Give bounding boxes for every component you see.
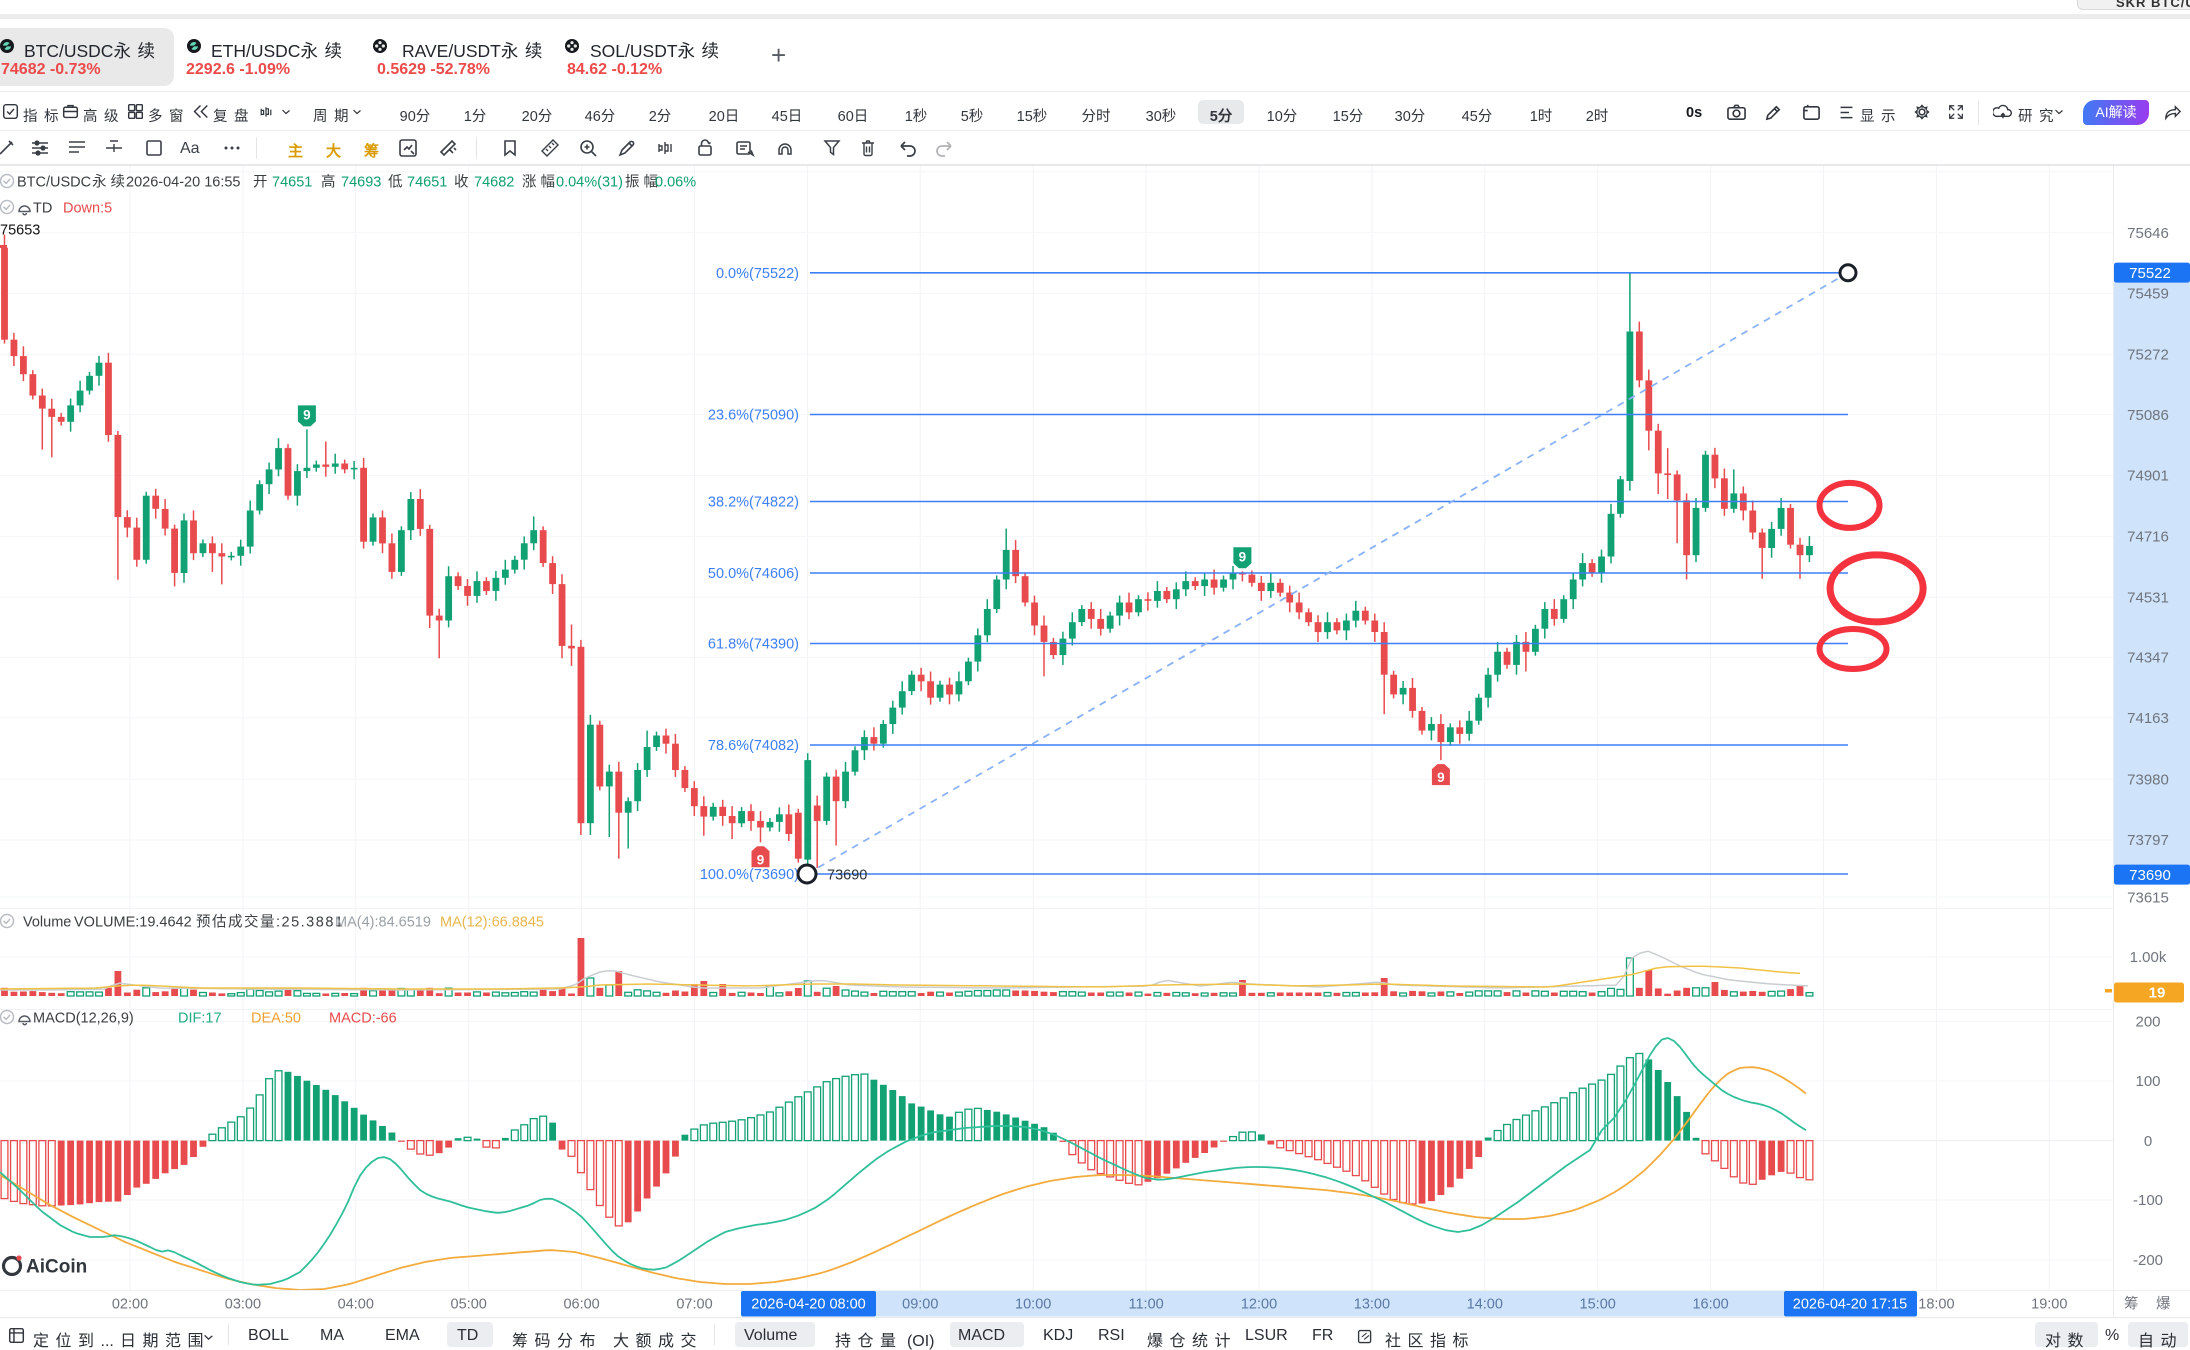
svg-text:12:00: 12:00: [1241, 1297, 1277, 1313]
svg-text:74901: 74901: [2127, 468, 2169, 485]
svg-text:15:00: 15:00: [1580, 1297, 1616, 1313]
svg-text:2026-04-20 17:15: 2026-04-20 17:15: [1793, 1297, 1908, 1313]
svg-text:爆: 爆: [2156, 1296, 2171, 1313]
svg-text:73797: 73797: [2127, 832, 2169, 849]
svg-text:73690: 73690: [827, 868, 867, 884]
svg-text:75272: 75272: [2127, 347, 2169, 364]
svg-text:75646: 75646: [2127, 225, 2169, 242]
svg-text:73980: 73980: [2127, 771, 2169, 788]
svg-text:18:00: 18:00: [1918, 1297, 1954, 1313]
svg-text:-200: -200: [2133, 1252, 2163, 1269]
svg-text:19: 19: [2149, 985, 2166, 1002]
svg-text:23.6%(75090): 23.6%(75090): [708, 408, 799, 424]
svg-text:73690: 73690: [2129, 867, 2171, 884]
svg-text:1.00k: 1.00k: [2130, 949, 2167, 966]
svg-text:07:00: 07:00: [676, 1297, 712, 1313]
svg-text:50.0%(74606): 50.0%(74606): [708, 566, 799, 582]
svg-text:100.0%(73690): 100.0%(73690): [700, 867, 799, 883]
svg-text:02:00: 02:00: [112, 1297, 148, 1313]
svg-text:75459: 75459: [2127, 286, 2169, 303]
svg-text:75653: 75653: [0, 223, 40, 239]
svg-text:2026-04-20 08:00: 2026-04-20 08:00: [751, 1297, 866, 1313]
svg-text:74347: 74347: [2127, 650, 2169, 667]
svg-text:14:00: 14:00: [1467, 1297, 1503, 1313]
svg-text:03:00: 03:00: [225, 1297, 261, 1313]
svg-text:73615: 73615: [2127, 889, 2169, 906]
svg-text:09:00: 09:00: [902, 1297, 938, 1313]
svg-text:61.8%(74390): 61.8%(74390): [708, 637, 799, 653]
svg-text:74716: 74716: [2127, 529, 2169, 546]
svg-text:19:00: 19:00: [2031, 1297, 2067, 1313]
svg-text:75522: 75522: [2129, 265, 2171, 282]
svg-text:9: 9: [303, 407, 311, 422]
svg-text:06:00: 06:00: [563, 1297, 599, 1313]
svg-text:筹: 筹: [2124, 1296, 2139, 1313]
svg-text:9: 9: [1239, 549, 1247, 564]
svg-text:-100: -100: [2133, 1192, 2163, 1209]
svg-text:74163: 74163: [2127, 710, 2169, 727]
svg-text:78.6%(74082): 78.6%(74082): [708, 738, 799, 754]
svg-text:74531: 74531: [2127, 589, 2169, 606]
svg-text:9: 9: [757, 852, 765, 867]
svg-text:100: 100: [2135, 1073, 2160, 1090]
svg-text:11:00: 11:00: [1128, 1297, 1163, 1313]
svg-text:0.0%(75522): 0.0%(75522): [716, 266, 799, 282]
svg-text:200: 200: [2135, 1014, 2160, 1031]
svg-text:9: 9: [1437, 770, 1445, 785]
svg-text:13:00: 13:00: [1354, 1297, 1390, 1313]
svg-text:AiCoin: AiCoin: [26, 1257, 87, 1278]
svg-text:75086: 75086: [2127, 407, 2169, 424]
svg-text:16:00: 16:00: [1692, 1297, 1728, 1313]
svg-text:0: 0: [2144, 1133, 2152, 1150]
svg-text:05:00: 05:00: [451, 1297, 487, 1313]
svg-text:04:00: 04:00: [338, 1297, 374, 1313]
svg-text:38.2%(74822): 38.2%(74822): [708, 495, 799, 511]
svg-text:10:00: 10:00: [1015, 1297, 1051, 1313]
